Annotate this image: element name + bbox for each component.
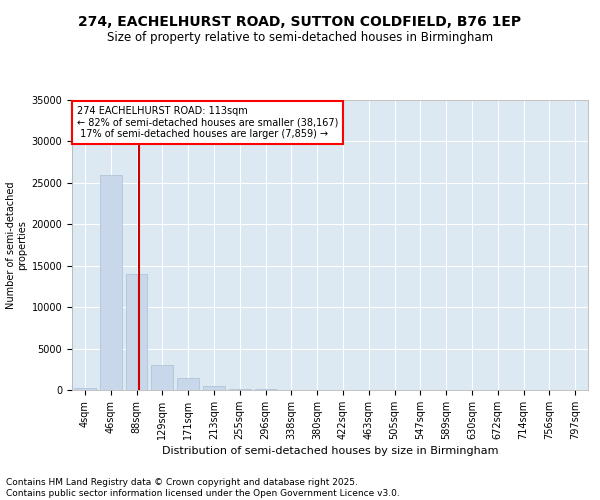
- Text: 274, EACHELHURST ROAD, SUTTON COLDFIELD, B76 1EP: 274, EACHELHURST ROAD, SUTTON COLDFIELD,…: [79, 16, 521, 30]
- Bar: [151, 365, 173, 390]
- Bar: [74, 388, 96, 390]
- Bar: [229, 389, 251, 390]
- Bar: [177, 378, 199, 390]
- Bar: [100, 174, 122, 390]
- Text: Contains HM Land Registry data © Crown copyright and database right 2025.
Contai: Contains HM Land Registry data © Crown c…: [6, 478, 400, 498]
- Bar: [203, 386, 225, 390]
- Y-axis label: Number of semi-detached
properties: Number of semi-detached properties: [5, 181, 27, 309]
- Text: 274 EACHELHURST ROAD: 113sqm
← 82% of semi-detached houses are smaller (38,167)
: 274 EACHELHURST ROAD: 113sqm ← 82% of se…: [77, 106, 338, 139]
- X-axis label: Distribution of semi-detached houses by size in Birmingham: Distribution of semi-detached houses by …: [162, 446, 498, 456]
- Bar: [125, 274, 148, 390]
- Text: Size of property relative to semi-detached houses in Birmingham: Size of property relative to semi-detach…: [107, 31, 493, 44]
